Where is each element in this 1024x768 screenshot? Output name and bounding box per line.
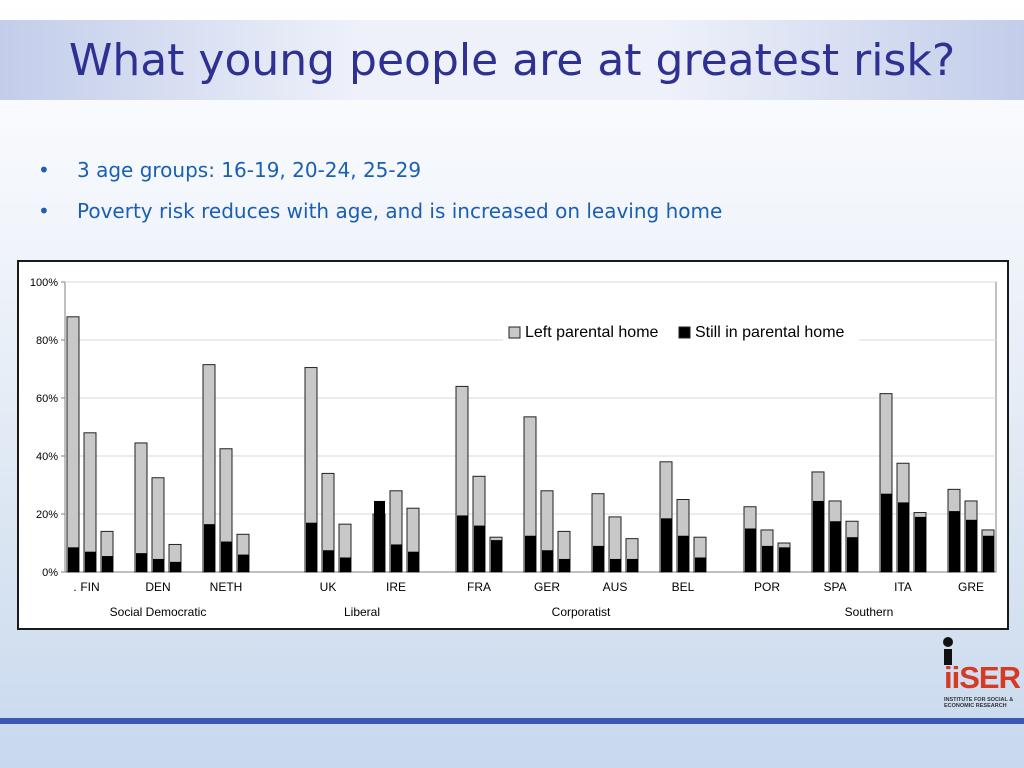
bar-still-home [779, 547, 790, 572]
bar-still-home [340, 557, 351, 572]
bar-left-home [151, 477, 165, 573]
bar-still-home [966, 519, 977, 572]
bar-still-home [661, 518, 672, 572]
legend-swatch [678, 326, 691, 339]
x-tick-label: DEN [145, 580, 170, 594]
bar-still-home [847, 537, 858, 572]
bar-still-home [525, 535, 536, 572]
x-tick-label: BEL [672, 580, 695, 594]
logo-subtitle: INSTITUTE FOR SOCIAL & ECONOMIC RESEARCH [944, 697, 1014, 709]
x-tick-label: FIN [80, 580, 99, 594]
bar-still-home [238, 554, 249, 572]
bar-still-home [627, 558, 638, 572]
bullet-text: Poverty risk reduces with age, and is in… [77, 199, 723, 223]
bar-still-home [85, 551, 96, 572]
bullet-item: • 3 age groups: 16-19, 20-24, 25-29 [38, 150, 998, 191]
bar-left-home [134, 442, 148, 573]
x-prefix-label: . [73, 580, 76, 594]
bar-still-home [153, 558, 164, 572]
bullet-dot-icon: • [38, 199, 50, 223]
bar-still-home [593, 545, 604, 572]
iser-logo: iiSER INSTITUTE FOR SOCIAL & ECONOMIC RE… [934, 634, 1021, 714]
bar-still-home [102, 556, 113, 572]
y-tick-label: 80% [36, 335, 58, 347]
bullet-item: • Poverty risk reduces with age, and is … [38, 191, 998, 232]
bar-still-home [830, 521, 841, 572]
y-tick-label: 40% [36, 451, 58, 463]
slide-title: What young people are at greatest risk? [68, 35, 956, 86]
legend-label: Left parental home [525, 324, 659, 341]
x-tick-label: AUS [603, 580, 628, 594]
bar-still-home [813, 500, 824, 572]
bar-still-home [610, 558, 621, 572]
bar-still-home [474, 525, 485, 572]
bar-still-home [306, 522, 317, 572]
chart-frame: 0% 20% 40% 60% 80% 100% FIN DEN NETH UK IRE FRA GER A… [17, 260, 1009, 630]
bullet-list: • 3 age groups: 16-19, 20-24, 25-29 • Po… [38, 150, 998, 232]
x-tick-label: SPA [823, 580, 846, 594]
bar-still-home [391, 544, 402, 572]
bar-left-home [66, 316, 80, 573]
bar-still-home [762, 545, 773, 572]
y-tick-label: 0% [42, 567, 58, 579]
x-tick-label: UK [320, 580, 337, 594]
logo-figure-icon [943, 637, 953, 665]
x-tick-label: GRE [958, 580, 984, 594]
regime-label: Liberal [344, 605, 380, 619]
bar-still-home [221, 541, 232, 572]
bar-still-home [204, 524, 215, 572]
bar-still-home [457, 515, 468, 572]
y-tick-label: 100% [30, 277, 58, 289]
bar-still-home [881, 493, 892, 572]
bar-still-home [745, 528, 756, 572]
bar-still-home [491, 540, 502, 572]
bar-still-home [68, 547, 79, 572]
x-tick-label: POR [754, 580, 780, 594]
bullet-dot-icon: • [38, 158, 50, 182]
bar-chart: 0% 20% 40% 60% 80% 100% FIN DEN NETH UK IRE FRA GER A… [30, 277, 997, 619]
bar-still-home [170, 561, 181, 572]
regime-label: Social Democratic [110, 605, 207, 619]
bar-still-home [408, 551, 419, 572]
bar-still-home [983, 535, 994, 572]
footer-bar [0, 718, 1024, 724]
x-tick-label: IRE [386, 580, 406, 594]
bullet-text: 3 age groups: 16-19, 20-24, 25-29 [77, 158, 422, 182]
x-tick-label: GER [534, 580, 560, 594]
y-tick-label: 60% [36, 393, 58, 405]
x-tick-label: NETH [210, 580, 243, 594]
regime-label: Corporatist [552, 605, 611, 619]
bar-still-home [695, 557, 706, 572]
bar-still-home [323, 550, 334, 572]
legend-swatch [508, 326, 521, 339]
regime-label: Southern [845, 605, 894, 619]
bar-left-home [83, 432, 97, 573]
bar-still-home [374, 500, 385, 572]
legend-label: Still in parental home [695, 324, 845, 341]
title-band [0, 20, 1024, 100]
bar-still-home [559, 558, 570, 572]
bar-still-home [898, 502, 909, 572]
bar-still-home [542, 550, 553, 572]
bar-still-home [136, 553, 147, 572]
logo-wordmark: iiSER [944, 660, 1021, 695]
bar-still-home [915, 516, 926, 572]
y-tick-label: 20% [36, 509, 58, 521]
x-tick-label: FRA [467, 580, 491, 594]
bar-still-home [678, 535, 689, 572]
bar-still-home [949, 511, 960, 572]
x-tick-label: ITA [894, 580, 912, 594]
